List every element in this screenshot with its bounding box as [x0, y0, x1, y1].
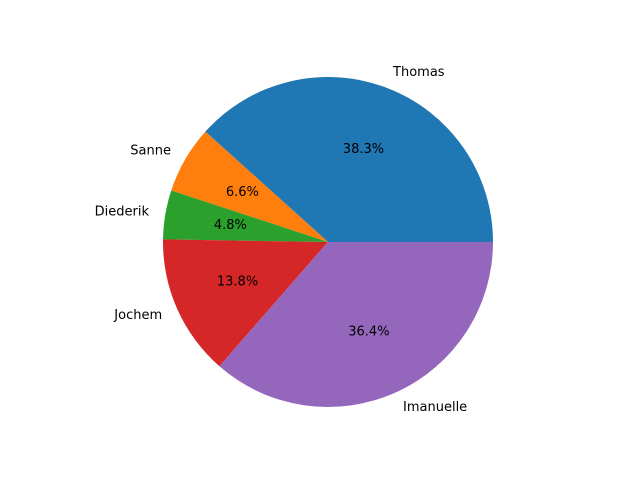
slice-label-imanuelle: Imanuelle — [403, 400, 467, 415]
slice-percent-jochem: 13.8% — [217, 275, 258, 290]
slice-percent-imanuelle: 36.4% — [348, 325, 389, 340]
slice-percent-diederik: 4.8% — [214, 218, 247, 233]
slice-percent-sanne: 6.6% — [226, 185, 259, 200]
pie-slices — [163, 77, 493, 407]
slice-label-thomas: Thomas — [392, 65, 445, 80]
slice-percent-thomas: 38.3% — [343, 142, 384, 157]
slice-label-jochem: Jochem — [113, 308, 162, 323]
slice-label-diederik: Diederik — [95, 204, 150, 219]
slice-label-sanne: Sanne — [130, 144, 171, 159]
